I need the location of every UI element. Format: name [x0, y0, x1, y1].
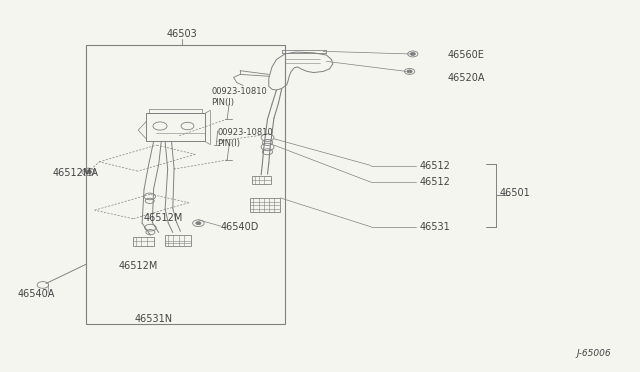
- Text: 46512: 46512: [419, 161, 450, 170]
- Text: PIN(I): PIN(I): [211, 98, 234, 107]
- Text: 46560E: 46560E: [448, 50, 485, 60]
- Text: 46540A: 46540A: [18, 289, 55, 299]
- Text: 46503: 46503: [167, 29, 198, 39]
- Circle shape: [410, 52, 415, 55]
- Text: 00923-10810: 00923-10810: [211, 87, 267, 96]
- Bar: [86, 45, 285, 324]
- Text: PIN(I): PIN(I): [218, 139, 241, 148]
- Bar: [133, 237, 154, 246]
- Bar: [146, 113, 205, 141]
- Text: 46512: 46512: [419, 177, 450, 187]
- Circle shape: [196, 222, 201, 225]
- Text: J-65006: J-65006: [577, 349, 611, 358]
- Text: 46512M: 46512M: [118, 261, 158, 271]
- Text: 46501: 46501: [499, 189, 530, 198]
- Text: 46520A: 46520A: [448, 73, 486, 83]
- Circle shape: [407, 70, 412, 73]
- Bar: [165, 235, 191, 246]
- Bar: [252, 176, 271, 184]
- Text: 46531N: 46531N: [134, 314, 173, 324]
- Text: 46512M: 46512M: [144, 213, 184, 222]
- Text: 46540D: 46540D: [221, 222, 259, 232]
- Circle shape: [85, 170, 92, 174]
- Text: 00923-10810: 00923-10810: [218, 128, 273, 137]
- Text: 46531: 46531: [419, 222, 450, 232]
- Text: 46512MA: 46512MA: [52, 168, 99, 178]
- Bar: [250, 198, 280, 212]
